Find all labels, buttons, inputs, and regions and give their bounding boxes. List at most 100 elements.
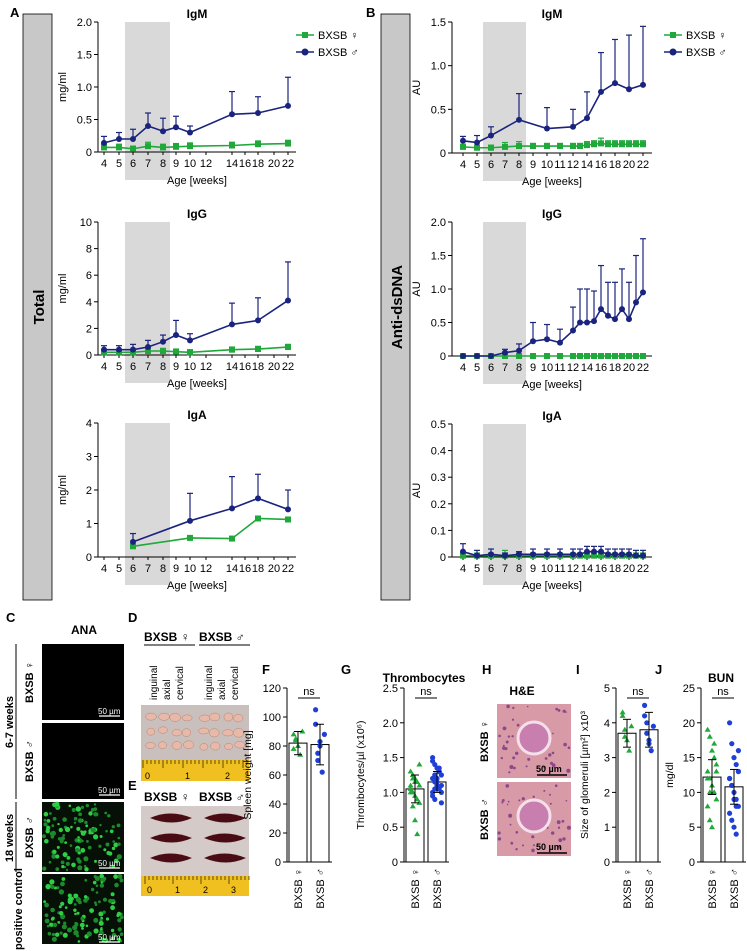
nucleus-spot — [64, 841, 67, 844]
nucleus-spot — [114, 882, 119, 888]
cell-nucleus — [565, 799, 568, 802]
nucleus-spot — [98, 911, 104, 917]
data-point-female — [160, 144, 166, 151]
nucleus-spot — [94, 901, 97, 905]
x-tick-label: 20 — [268, 361, 280, 373]
data-point-male — [633, 552, 639, 559]
y-axis-label: mg/dl — [664, 762, 676, 788]
nucleus-spot — [63, 921, 67, 925]
d-node-label-4: inguinal — [204, 666, 215, 700]
data-point-female — [584, 552, 590, 559]
data-point-female — [709, 824, 715, 830]
x-tick-label: 12 — [200, 361, 212, 373]
chart-title: BUN — [708, 671, 734, 685]
x-axis-label: Age [weeks] — [167, 378, 227, 390]
data-point-female — [416, 761, 423, 767]
data-point-male — [488, 551, 494, 558]
data-point-female — [706, 789, 713, 795]
cell-nucleus — [508, 813, 513, 818]
data-point-male — [530, 338, 536, 345]
data-point-male — [187, 129, 193, 136]
x-tick-label: 7 — [502, 362, 508, 374]
data-point-male — [598, 306, 604, 313]
cell-nucleus — [509, 823, 512, 826]
cell-nucleus — [566, 825, 571, 830]
y-tick-label: 4 — [86, 418, 92, 430]
cell-nucleus — [497, 831, 501, 835]
data-point-male — [516, 551, 522, 558]
panel-letter-b: B — [366, 5, 375, 20]
nucleus-spot — [94, 903, 98, 907]
nucleus-spot — [93, 834, 99, 840]
he-image-female — [497, 704, 571, 778]
data-point-female — [584, 353, 590, 359]
data-point-male — [460, 353, 466, 359]
data-point-male — [733, 831, 739, 837]
data-point-female — [706, 733, 713, 739]
data-point-male — [432, 772, 438, 778]
data-point-female — [704, 775, 711, 781]
nucleus-spot — [55, 932, 60, 937]
d-node-label-1: inguinal — [149, 666, 160, 700]
nucleus-spot — [116, 854, 122, 860]
nucleus-spot — [119, 932, 124, 936]
nucleus-spot — [74, 912, 77, 916]
cell-nucleus — [525, 765, 528, 768]
spleen — [204, 813, 246, 823]
data-point-male — [530, 551, 536, 558]
lymph-node — [208, 728, 220, 738]
y-tick-label: 5 — [604, 683, 610, 695]
data-point-female — [409, 803, 416, 809]
nucleus-spot — [102, 910, 106, 914]
nucleus-spot — [83, 864, 87, 868]
cell-nucleus — [518, 799, 521, 802]
nucleus-spot — [59, 931, 63, 935]
y-tick-label: 25 — [683, 683, 695, 695]
x-tick-label: 20 — [268, 158, 280, 170]
nucleus-spot — [86, 931, 92, 937]
nucleus-spot — [51, 853, 57, 859]
data-point-male — [502, 349, 508, 356]
cell-nucleus — [532, 844, 535, 847]
data-point-male — [640, 289, 646, 296]
y-tick-label: 2 — [604, 787, 610, 799]
spleen — [150, 813, 192, 823]
cell-nucleus — [521, 797, 525, 801]
nucleus-spot — [85, 924, 89, 928]
spleen — [150, 833, 192, 843]
nucleus-spot — [49, 831, 55, 837]
nucleus-spot — [43, 900, 46, 904]
d-node-label-3: cervical — [175, 666, 186, 700]
nucleus-spot — [77, 859, 81, 863]
nucleus-spot — [49, 812, 52, 815]
data-point-female — [187, 534, 193, 541]
nucleus-spot — [45, 883, 51, 890]
data-point-male — [591, 318, 597, 325]
x-tick-label: 10 — [541, 563, 553, 575]
data-point-male — [577, 551, 583, 558]
cell-nucleus — [557, 709, 561, 712]
data-point-male — [612, 551, 618, 558]
x-tick-label: 9 — [530, 159, 536, 171]
cell-nucleus — [507, 735, 511, 738]
e-ruler — [141, 876, 249, 896]
nucleus-spot — [98, 920, 104, 926]
nucleus-spot — [44, 902, 49, 908]
x-tick-label: 6 — [130, 361, 136, 373]
data-point-female — [713, 768, 720, 774]
lymph-node — [224, 743, 234, 750]
x-tick-label: 6 — [488, 563, 494, 575]
nucleus-spot — [56, 845, 60, 849]
legend-a-female-marker — [302, 32, 308, 38]
data-point-female — [544, 353, 550, 359]
nucleus-spot — [85, 824, 89, 828]
nucleus-spot — [111, 932, 117, 938]
panel-letter-f: F — [262, 662, 270, 677]
x-tick-label: 20 — [623, 159, 635, 171]
nucleus-spot — [66, 856, 71, 860]
cell-nucleus — [527, 757, 531, 761]
y-tick-label: 0.5 — [431, 104, 446, 116]
y-axis-label: Spleen weight [mg] — [242, 730, 254, 819]
chart-title: Thrombocytes — [383, 671, 466, 685]
